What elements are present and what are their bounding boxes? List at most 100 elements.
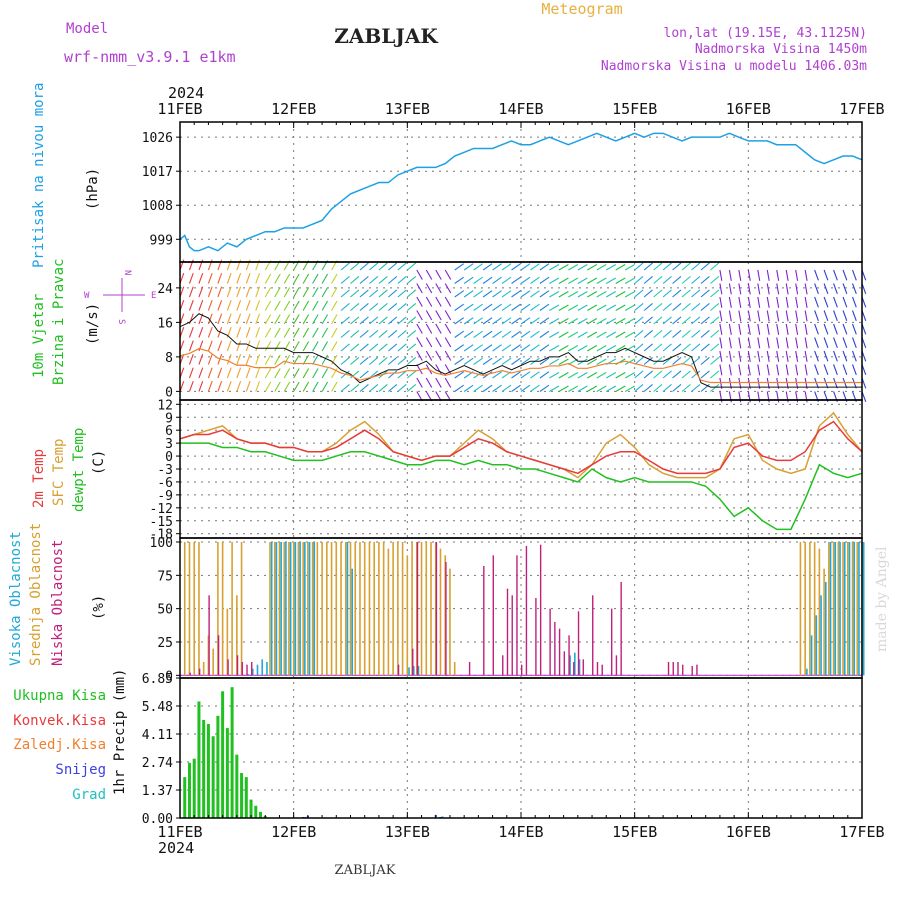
- wind-arrow: [766, 350, 770, 362]
- x-tick-label-bottom: 16FEB: [726, 823, 771, 841]
- wind-arrow: [274, 368, 281, 379]
- wind-arrow: [198, 259, 204, 271]
- wind-arrow: [435, 350, 442, 361]
- wind-arrow: [520, 357, 531, 365]
- hail-precip-bar: [441, 816, 444, 818]
- wind-arrow: [454, 344, 465, 352]
- wind-arrow: [369, 316, 379, 325]
- wind-arrow: [264, 354, 272, 365]
- mid-cloud-bar: [188, 542, 191, 676]
- wind-arrow: [245, 367, 251, 379]
- y-tick-label: -18: [150, 528, 173, 543]
- mid-cloud-bar: [217, 542, 219, 676]
- panel-frame-wind: [179, 261, 863, 401]
- wind-arrow: [236, 326, 242, 338]
- wind-arrow: [283, 273, 291, 284]
- wind-arrow: [511, 303, 521, 311]
- wind-arrow: [757, 296, 761, 308]
- wind-arrow: [312, 381, 319, 392]
- mid-cloud-bar: [326, 542, 328, 676]
- wind-arrow: [501, 303, 512, 311]
- low-cloud-bar: [198, 668, 201, 676]
- wind-arrow: [558, 385, 569, 392]
- wind-arrow: [435, 364, 442, 375]
- mid-cloud-bar: [420, 542, 423, 676]
- wind-arrow: [624, 277, 635, 284]
- wind-arrow: [463, 263, 474, 271]
- low-cloud-bar: [667, 662, 670, 676]
- low-cloud-bar: [502, 655, 504, 676]
- wind-arrow: [643, 330, 653, 338]
- wind-arrow: [492, 263, 502, 271]
- wind-arrow: [388, 370, 398, 379]
- wind-arrow: [643, 370, 653, 379]
- wind-arrow: [568, 345, 579, 352]
- wind-arrow: [188, 286, 194, 298]
- wind-arrow: [416, 337, 423, 348]
- wind-arrow: [539, 384, 550, 392]
- wind-arrow: [766, 283, 770, 295]
- mid-cloud-bar: [330, 542, 333, 676]
- wind-arrow: [681, 330, 691, 338]
- high-cloud-bar: [280, 542, 282, 676]
- high-cloud-bar: [843, 542, 846, 676]
- wind-arrow: [463, 357, 474, 365]
- wind-arrow: [728, 283, 732, 295]
- wind-arrow: [766, 310, 770, 322]
- wind-arrow: [539, 357, 550, 365]
- wind-arrow: [236, 340, 242, 352]
- wind-arrow: [605, 372, 617, 379]
- wind-arrow: [653, 303, 663, 311]
- wind-arrow: [283, 287, 291, 298]
- wind-arrow: [454, 371, 465, 379]
- wind-arrow: [776, 323, 780, 335]
- wind-arrow: [359, 262, 369, 271]
- mid-cloud-bar: [316, 542, 319, 676]
- wind-arrow: [350, 343, 360, 352]
- wind-arrow: [369, 384, 379, 392]
- low-cloud-bar: [672, 662, 674, 676]
- wind-arrow: [482, 330, 493, 338]
- total-precip-bar: [211, 736, 215, 818]
- compass-south: S: [116, 319, 126, 324]
- mid-cloud-bar: [269, 542, 271, 676]
- wind-arrow: [662, 262, 672, 271]
- wind-arrow: [454, 317, 465, 325]
- wind-arrow: [454, 330, 465, 338]
- wind-arrow: [587, 372, 598, 379]
- wind-arrow: [511, 357, 521, 365]
- wind-arrow: [350, 384, 360, 392]
- wind-arrow: [766, 364, 770, 376]
- dewpt-series-line: [180, 442, 863, 531]
- y-tick-label: 2.74: [142, 756, 173, 771]
- mid-cloud-bar: [411, 542, 413, 676]
- y-tick-label: 6: [165, 424, 173, 439]
- wind-arrow: [776, 337, 780, 349]
- wind-arrow: [435, 323, 442, 334]
- wind-arrow: [691, 289, 701, 298]
- wind-arrow: [710, 330, 720, 338]
- wind-arrow: [738, 269, 742, 281]
- wind-arrow: [473, 344, 483, 352]
- wind-arrow: [406, 384, 417, 392]
- x-tick-label-top: 17FEB: [839, 100, 884, 118]
- wind-arrow: [776, 269, 780, 281]
- wind-arrow: [558, 264, 569, 271]
- wind-arrow: [681, 384, 691, 392]
- mid-cloud-bar: [307, 542, 309, 676]
- wind-arrow: [785, 323, 789, 335]
- wind-arrow: [188, 353, 194, 365]
- low-cloud-bar: [251, 662, 253, 676]
- low-cloud-bar: [416, 542, 419, 676]
- mid-cloud-bar: [363, 542, 366, 676]
- wind-arrow: [340, 316, 350, 325]
- wind-arrow: [378, 276, 388, 284]
- wind-arrow: [728, 350, 732, 362]
- wind-arrow: [350, 330, 360, 338]
- wind-arrow: [444, 283, 452, 294]
- high-cloud-bar: [275, 542, 278, 676]
- wind-arrow: [757, 283, 761, 295]
- wind-arrow: [236, 367, 242, 379]
- wind-arrow: [255, 367, 261, 379]
- high-cloud-bar: [862, 542, 865, 676]
